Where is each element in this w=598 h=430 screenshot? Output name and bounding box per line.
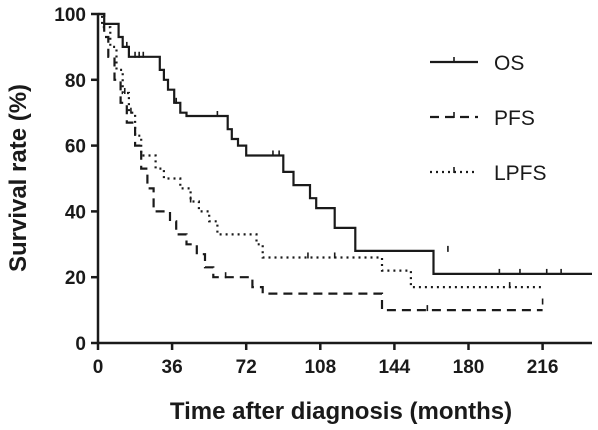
series-line-os	[98, 12, 592, 275]
legend: OS PFS LPFS	[430, 52, 547, 185]
series-line-lpfs	[98, 12, 543, 289]
x-tick-label: 36	[162, 357, 183, 378]
axes: 0 36 72 108 144 180 216 0 20 40 60 80 100	[54, 5, 592, 378]
y-axis-title: Survival rate (%)	[5, 84, 32, 272]
y-tick-label: 20	[65, 268, 86, 289]
series-line-pfs	[98, 12, 543, 312]
y-tick-label: 100	[54, 5, 86, 26]
x-tick-label: 0	[93, 357, 104, 378]
legend-label-os: OS	[494, 52, 524, 75]
y-tick-label: 60	[65, 137, 86, 158]
y-tick-label: 0	[75, 334, 86, 355]
legend-label-lpfs: LPFS	[494, 162, 547, 185]
x-axis-title: Time after diagnosis (months)	[170, 398, 512, 425]
x-tick-label: 72	[236, 357, 257, 378]
x-tick-label: 144	[379, 357, 411, 378]
plot-area	[98, 12, 592, 312]
x-tick-label: 108	[304, 357, 336, 378]
x-tick-label: 216	[527, 357, 559, 378]
x-tick-label: 180	[453, 357, 485, 378]
y-tick-label: 40	[65, 202, 86, 223]
y-tick-label: 80	[65, 71, 86, 92]
legend-label-pfs: PFS	[494, 107, 535, 130]
